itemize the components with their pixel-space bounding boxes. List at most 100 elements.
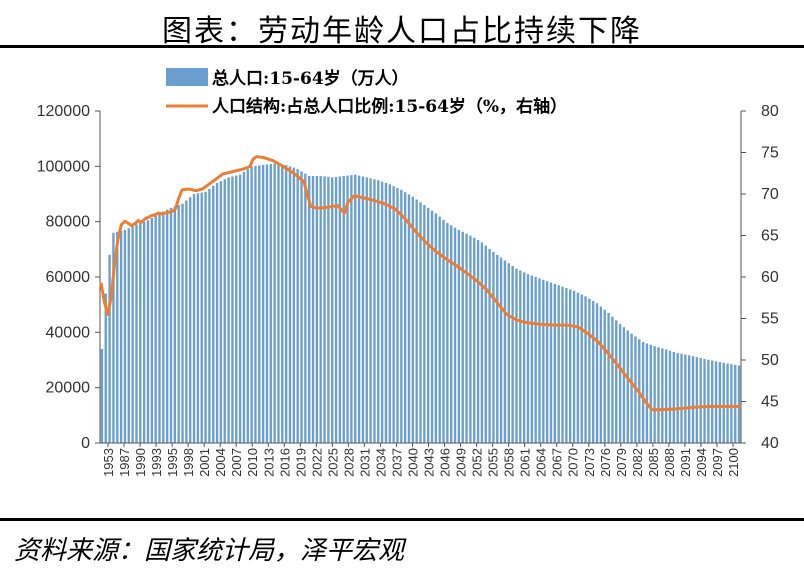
x-tick-label: 2052: [470, 448, 485, 477]
x-tick-label: 2031: [357, 448, 372, 477]
bar: [538, 278, 541, 443]
bar: [139, 223, 142, 443]
bar: [238, 174, 242, 443]
bar: [496, 254, 499, 443]
bar: [261, 164, 265, 443]
x-tick-label: 1993: [149, 448, 164, 477]
bar: [549, 282, 553, 443]
bar: [572, 290, 576, 443]
source-note: 资料来源：国家统计局，泽平宏观: [14, 536, 405, 566]
right-tick-label: 80: [761, 103, 779, 120]
bar: [530, 275, 533, 443]
bar: [273, 163, 276, 443]
bottom-divider: [0, 518, 804, 521]
bar: [407, 194, 411, 443]
bar: [365, 177, 368, 443]
x-tick-label: 2064: [534, 448, 549, 477]
left-tick-label: 100000: [37, 158, 90, 175]
bar: [611, 316, 614, 443]
x-tick-label: 2073: [582, 448, 597, 477]
bar: [177, 205, 180, 443]
bar: [645, 343, 649, 443]
bar: [315, 176, 319, 443]
bar: [595, 303, 599, 443]
bar: [580, 294, 583, 443]
x-tick-label: 2097: [710, 448, 725, 477]
bar: [284, 164, 288, 443]
bar: [561, 286, 564, 443]
bar: [515, 268, 518, 443]
bar: [415, 199, 418, 443]
bar: [465, 233, 468, 443]
x-tick-label: 1998: [181, 448, 196, 477]
bar: [680, 353, 683, 443]
right-tick-label: 75: [761, 145, 779, 162]
bar: [569, 289, 572, 443]
bar: [392, 186, 395, 443]
bar: [308, 176, 311, 443]
bar: [615, 320, 618, 443]
x-tick-label: 2100: [726, 448, 741, 477]
right-tick-label: 50: [761, 352, 779, 369]
axes: 0 20000 40000 60000 80000 100000 120000 40 45 50 5…: [37, 103, 779, 477]
bar: [342, 176, 345, 443]
bar: [691, 356, 695, 443]
bar: [119, 230, 123, 443]
bar: [127, 228, 130, 443]
legend-line-label: 人口结构:占总人口比例:15-64岁（%，右轴）: [212, 96, 567, 117]
x-tick-label: 2085: [646, 448, 661, 477]
bar: [158, 213, 161, 443]
bar: [737, 365, 741, 443]
x-tick-label: 2022: [309, 448, 324, 477]
x-tick-label: 2058: [502, 448, 517, 477]
x-tick-label: 2049: [454, 448, 469, 477]
bar: [726, 363, 729, 443]
x-tick-label: 1953: [101, 448, 116, 477]
bar: [450, 225, 453, 443]
bar: [438, 216, 441, 443]
bar: [542, 279, 545, 443]
bar: [135, 224, 138, 443]
bar: [684, 354, 687, 443]
bar: [104, 293, 107, 443]
bar: [265, 164, 269, 444]
bar: [511, 265, 514, 443]
bar: [607, 312, 610, 443]
left-tick-label: 60000: [46, 269, 91, 286]
x-tick-label: 2076: [598, 448, 613, 477]
bar: [292, 167, 296, 443]
bar: [426, 207, 430, 443]
left-tick-label: 20000: [46, 380, 91, 397]
bar: [235, 175, 238, 443]
x-tick-label: 2013: [261, 448, 276, 477]
x-tick-label: 2010: [245, 448, 260, 477]
x-tick-label: 2034: [373, 448, 388, 477]
left-tick-label: 80000: [46, 214, 91, 231]
x-tick-label: 1990: [133, 448, 148, 477]
bar: [304, 173, 307, 443]
bar: [626, 330, 629, 443]
bar: [131, 226, 134, 443]
right-tick-label: 70: [761, 186, 779, 203]
x-tick-label: 2019: [293, 448, 308, 477]
bar: [588, 298, 591, 443]
bar: [334, 176, 338, 443]
x-tick-label: 2028: [341, 448, 356, 477]
bar: [469, 235, 472, 443]
bar: [707, 359, 710, 443]
bar: [215, 182, 219, 443]
bar: [169, 207, 173, 443]
bar: [649, 344, 652, 443]
bar: [664, 349, 668, 443]
bar: [357, 175, 361, 443]
x-tick-label: 2088: [662, 448, 677, 477]
bar: [338, 176, 342, 444]
bar: [123, 229, 127, 443]
bar: [599, 306, 603, 443]
bar: [281, 164, 284, 444]
bar: [185, 200, 188, 443]
right-tick-label: 40: [761, 435, 779, 452]
bar: [327, 176, 330, 443]
x-tick-label: 2067: [550, 448, 565, 477]
bar-series: [100, 163, 741, 444]
